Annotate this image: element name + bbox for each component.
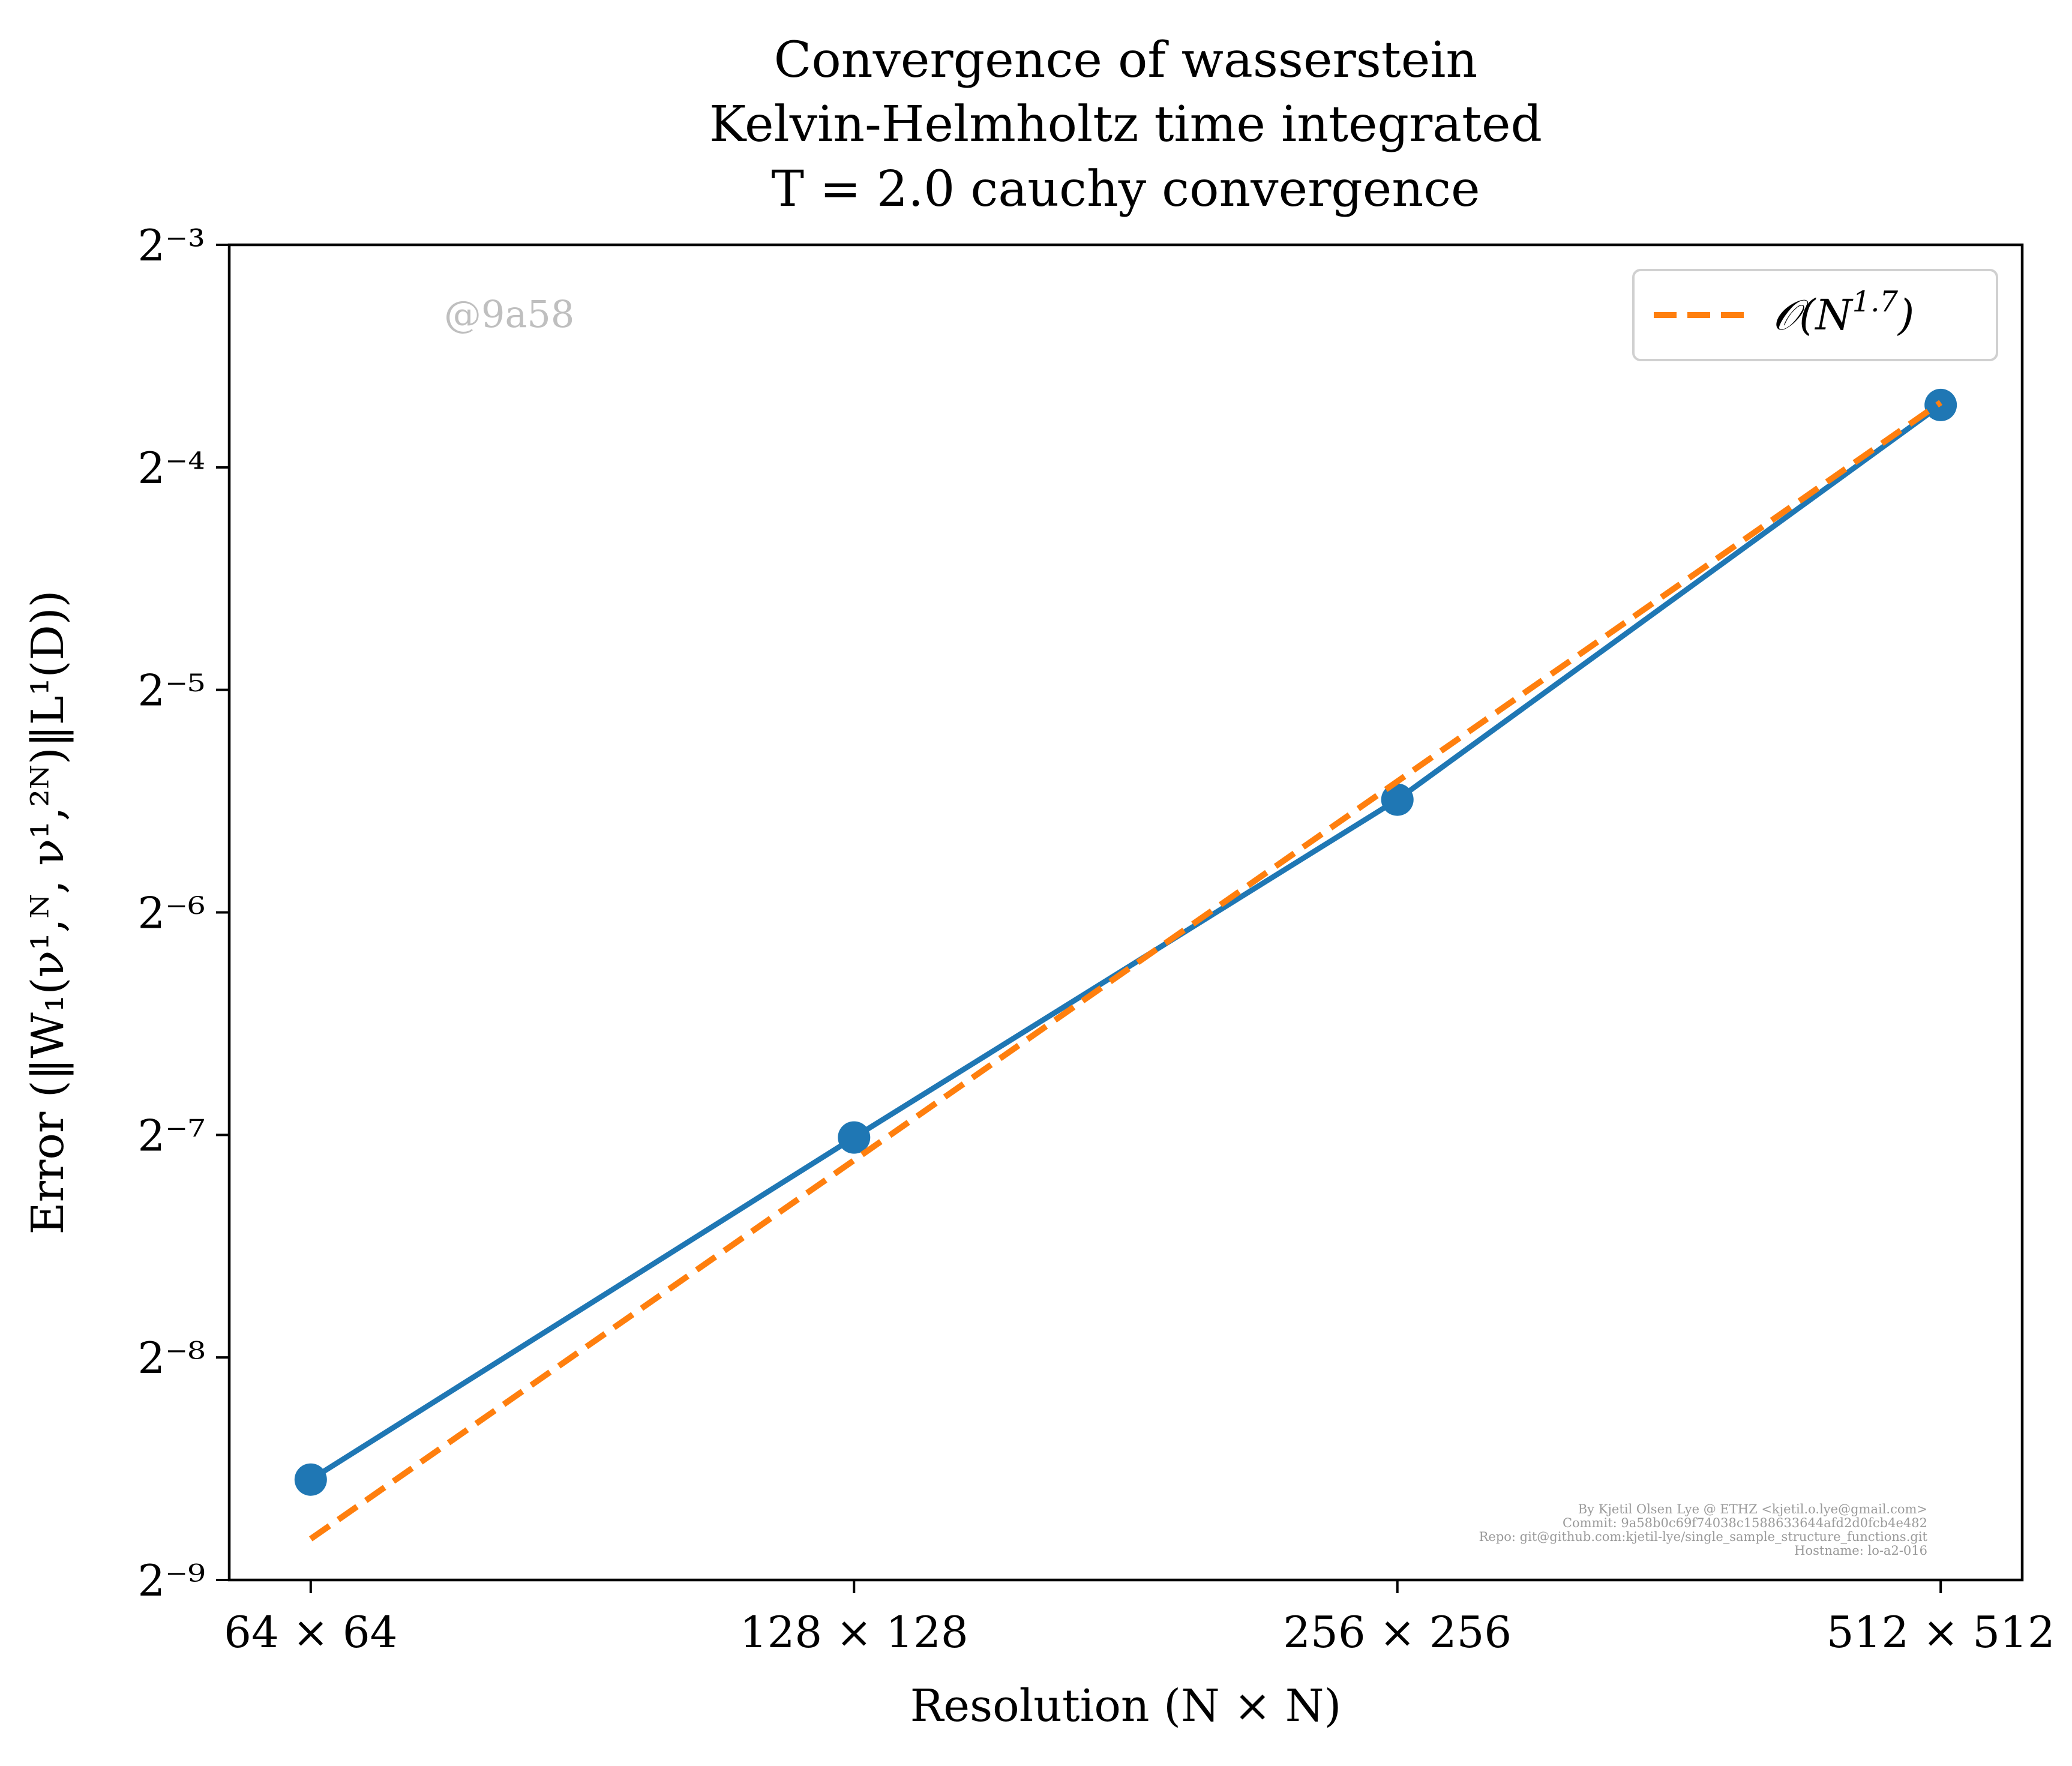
credit-line: Commit: 9a58b0c69f74038c1588633644afd2d0… xyxy=(1563,1516,1927,1530)
watermark: @9a58 xyxy=(444,292,574,336)
y-tick-label: 2⁻⁵ xyxy=(137,665,205,716)
error-series-line xyxy=(309,403,1942,1482)
y-tick-label: 2⁻³ xyxy=(137,220,205,271)
x-tick-label: 512 × 512 xyxy=(1827,1607,2055,1657)
data-point xyxy=(294,1463,327,1496)
x-tick-label: 256 × 256 xyxy=(1283,1607,1512,1657)
legend-label: 𝒪(N1.7) xyxy=(1773,285,1914,340)
chart-title: Convergence of wasserstein Kelvin-Helmhol… xyxy=(709,32,1542,218)
chart-title-line: Convergence of wasserstein xyxy=(774,32,1478,89)
y-tick-label: 2⁻⁶ xyxy=(137,888,205,939)
x-tick-label: 128 × 128 xyxy=(740,1607,968,1657)
y-tick-label: 2⁻⁸ xyxy=(137,1333,205,1383)
x-axis-label: Resolution (N × N) xyxy=(910,1680,1342,1732)
credit-line: Hostname: lo-a2-016 xyxy=(1794,1543,1927,1558)
chart-title-line: T = 2.0 cauchy convergence xyxy=(771,161,1480,218)
credit-line: By Kjetil Olsen Lye @ ETHZ <kjetil.o.lye… xyxy=(1578,1502,1927,1516)
x-tick-label: 64 × 64 xyxy=(224,1607,397,1657)
y-tick-label: 2⁻⁷ xyxy=(137,1110,205,1161)
data-point xyxy=(838,1121,871,1154)
credit-line: Repo: git@github.com:kjetil-lye/single_s… xyxy=(1479,1530,1928,1544)
data-point xyxy=(1381,783,1414,816)
reference-line xyxy=(308,400,1943,1542)
chart-title-line: Kelvin-Helmholtz time integrated xyxy=(709,96,1542,153)
plot-frame xyxy=(227,243,2024,1582)
legend-box xyxy=(1632,269,1998,361)
y-tick-label: 2⁻⁴ xyxy=(137,443,205,493)
y-tick-label: 2⁻⁹ xyxy=(137,1555,205,1606)
y-axis-label: Error (‖W₁(ν¹,ᴺ, ν¹,²ᴺ)‖L¹(D)) xyxy=(22,590,74,1235)
